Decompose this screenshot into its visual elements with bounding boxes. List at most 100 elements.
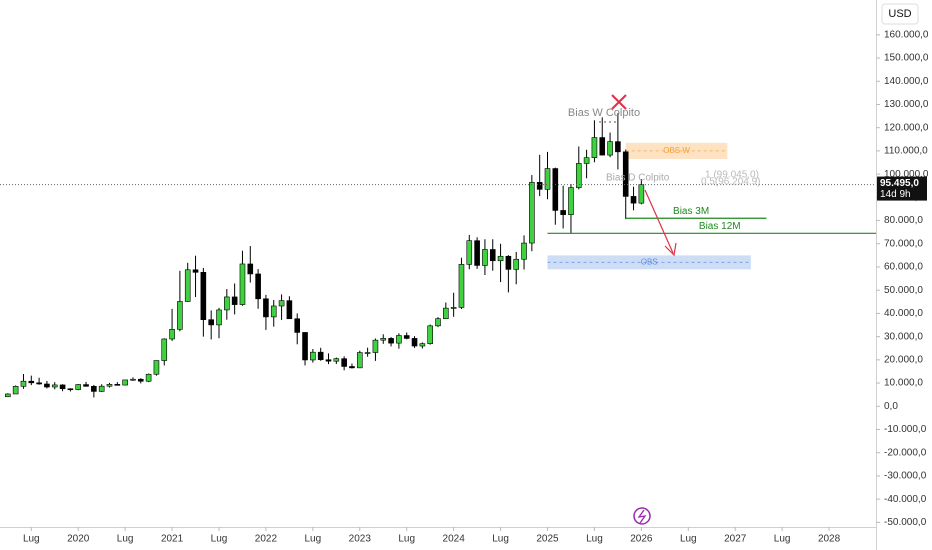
level-label: Bias 12M xyxy=(699,221,741,232)
candle-body xyxy=(122,379,128,386)
candle-body xyxy=(247,263,254,275)
icon-bolt xyxy=(637,509,647,524)
candle-body xyxy=(302,332,308,361)
candle-body xyxy=(575,163,582,188)
candle-body xyxy=(153,360,160,375)
candle-body xyxy=(450,307,457,309)
candle-body xyxy=(458,264,465,308)
candle-body xyxy=(270,305,277,318)
arrow-head xyxy=(664,242,677,257)
y-tick-label: 50.000,0 xyxy=(884,285,923,296)
x-tick-label: Lug xyxy=(398,534,415,545)
candle-body xyxy=(51,384,58,388)
candle-body xyxy=(75,384,82,390)
icon-circle xyxy=(633,507,651,525)
candle-body xyxy=(317,351,324,361)
candle-body xyxy=(12,386,19,395)
candle-body xyxy=(286,300,293,320)
x-tick-label: 2027 xyxy=(724,534,747,545)
candle-body xyxy=(145,373,152,382)
y-tick-label: 80.000,0 xyxy=(884,215,923,226)
y-tick-label: -30.000,0 xyxy=(884,471,927,482)
y-tick-label: 60.000,0 xyxy=(884,262,923,273)
candle-body xyxy=(5,393,11,398)
annotation: Bias D Colpito xyxy=(606,173,670,184)
candle-body xyxy=(552,168,559,211)
candle-body xyxy=(583,157,590,164)
candle-body xyxy=(192,269,199,273)
annotation: 1 (99.045,0) xyxy=(705,170,759,181)
candle-body xyxy=(560,210,566,215)
y-tick-label: -50.000,0 xyxy=(884,517,927,528)
candle-body xyxy=(83,384,89,387)
candle-body xyxy=(497,255,504,262)
candle-body xyxy=(36,382,42,385)
candle-body xyxy=(529,182,535,244)
candle-body xyxy=(20,380,27,387)
candle-body xyxy=(255,273,261,300)
candle-body xyxy=(474,240,480,266)
candle-body xyxy=(396,335,402,344)
flash-icon[interactable] xyxy=(633,507,651,525)
candle-body xyxy=(638,184,645,204)
x-tick-label: 2020 xyxy=(67,534,90,545)
candle-body xyxy=(388,338,394,344)
candle-body xyxy=(513,258,520,270)
x-tick-label: 2028 xyxy=(818,534,841,545)
x-tick-label: Lug xyxy=(117,534,134,545)
candle-body xyxy=(341,358,347,367)
candle-body xyxy=(427,325,433,344)
candle-body xyxy=(403,335,410,339)
x-tick-label: Lug xyxy=(586,534,603,545)
candle-body xyxy=(98,385,105,392)
candle-body xyxy=(224,296,230,311)
y-tick-label: 100.000,0 xyxy=(884,169,929,180)
x-tick-label: Lug xyxy=(305,534,322,545)
currency-box[interactable] xyxy=(881,3,919,25)
candle-body xyxy=(91,386,97,392)
candle-body xyxy=(59,384,66,390)
candle-body xyxy=(411,338,418,347)
y-tick-label: -40.000,0 xyxy=(884,494,927,505)
candle-body xyxy=(231,296,238,305)
candle-body xyxy=(607,141,613,156)
x-tick-label: 2021 xyxy=(161,534,184,545)
candle-body xyxy=(489,249,496,262)
candle-body xyxy=(521,242,527,260)
candle-body xyxy=(482,249,488,266)
x-tick-label: 2026 xyxy=(630,534,653,545)
candle-body xyxy=(622,151,629,197)
candle-body xyxy=(536,182,543,190)
candle-body xyxy=(630,196,637,204)
y-tick-label: 130.000,0 xyxy=(884,99,929,110)
price-label: 95.495,0 xyxy=(880,178,919,189)
candle-body xyxy=(310,351,316,361)
candle-body xyxy=(599,137,606,156)
candle-body xyxy=(28,380,35,384)
y-tick-label: 150.000,0 xyxy=(884,53,929,64)
candle-body xyxy=(443,307,449,320)
currency: USD xyxy=(888,8,911,20)
arrow-line xyxy=(644,189,674,254)
candle-body xyxy=(591,137,598,158)
candle-body xyxy=(568,187,574,215)
candle-body xyxy=(169,329,175,340)
y-tick-label: 120.000,0 xyxy=(884,122,929,133)
zone xyxy=(547,255,751,270)
candle-body xyxy=(364,352,371,354)
y-tick-label: 40.000,0 xyxy=(884,308,923,319)
x-tick-label: Lug xyxy=(492,534,509,545)
candle-body xyxy=(208,319,214,326)
candle-body xyxy=(615,141,621,153)
candle-body xyxy=(419,343,426,347)
arrow xyxy=(644,189,677,257)
countdown: 14d 9h xyxy=(880,189,911,200)
y-tick-label: 20.000,0 xyxy=(884,354,923,365)
y-tick-label: 30.000,0 xyxy=(884,331,923,342)
candle-body xyxy=(435,318,441,327)
candle-body xyxy=(216,309,222,326)
candle-body xyxy=(161,338,168,361)
candle-body xyxy=(239,263,246,305)
candle-body xyxy=(137,378,144,382)
